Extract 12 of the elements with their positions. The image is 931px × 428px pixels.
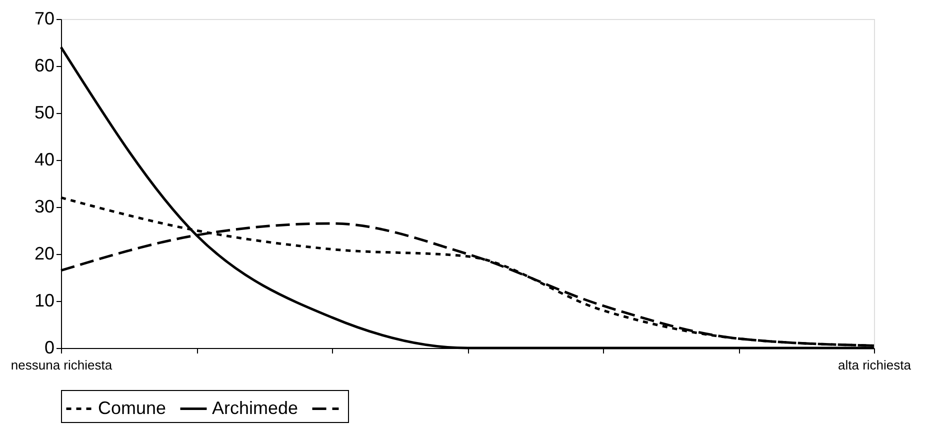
y-tick-label: 50 <box>34 102 54 122</box>
y-tick-label: 70 <box>34 8 54 28</box>
y-tick-label: 10 <box>34 290 54 310</box>
y-tick-label: 30 <box>34 196 54 216</box>
y-tick-label: 0 <box>44 338 54 358</box>
legend-label: Archimede <box>212 398 298 418</box>
legend-label: Comune <box>98 398 166 418</box>
x-tick-label: nessuna richiesta <box>10 358 113 372</box>
y-tick-label: 40 <box>34 150 54 170</box>
y-tick-label: 60 <box>34 56 54 76</box>
y-tick-label: 20 <box>34 244 54 264</box>
x-tick-label: alta richiesta <box>838 358 912 372</box>
